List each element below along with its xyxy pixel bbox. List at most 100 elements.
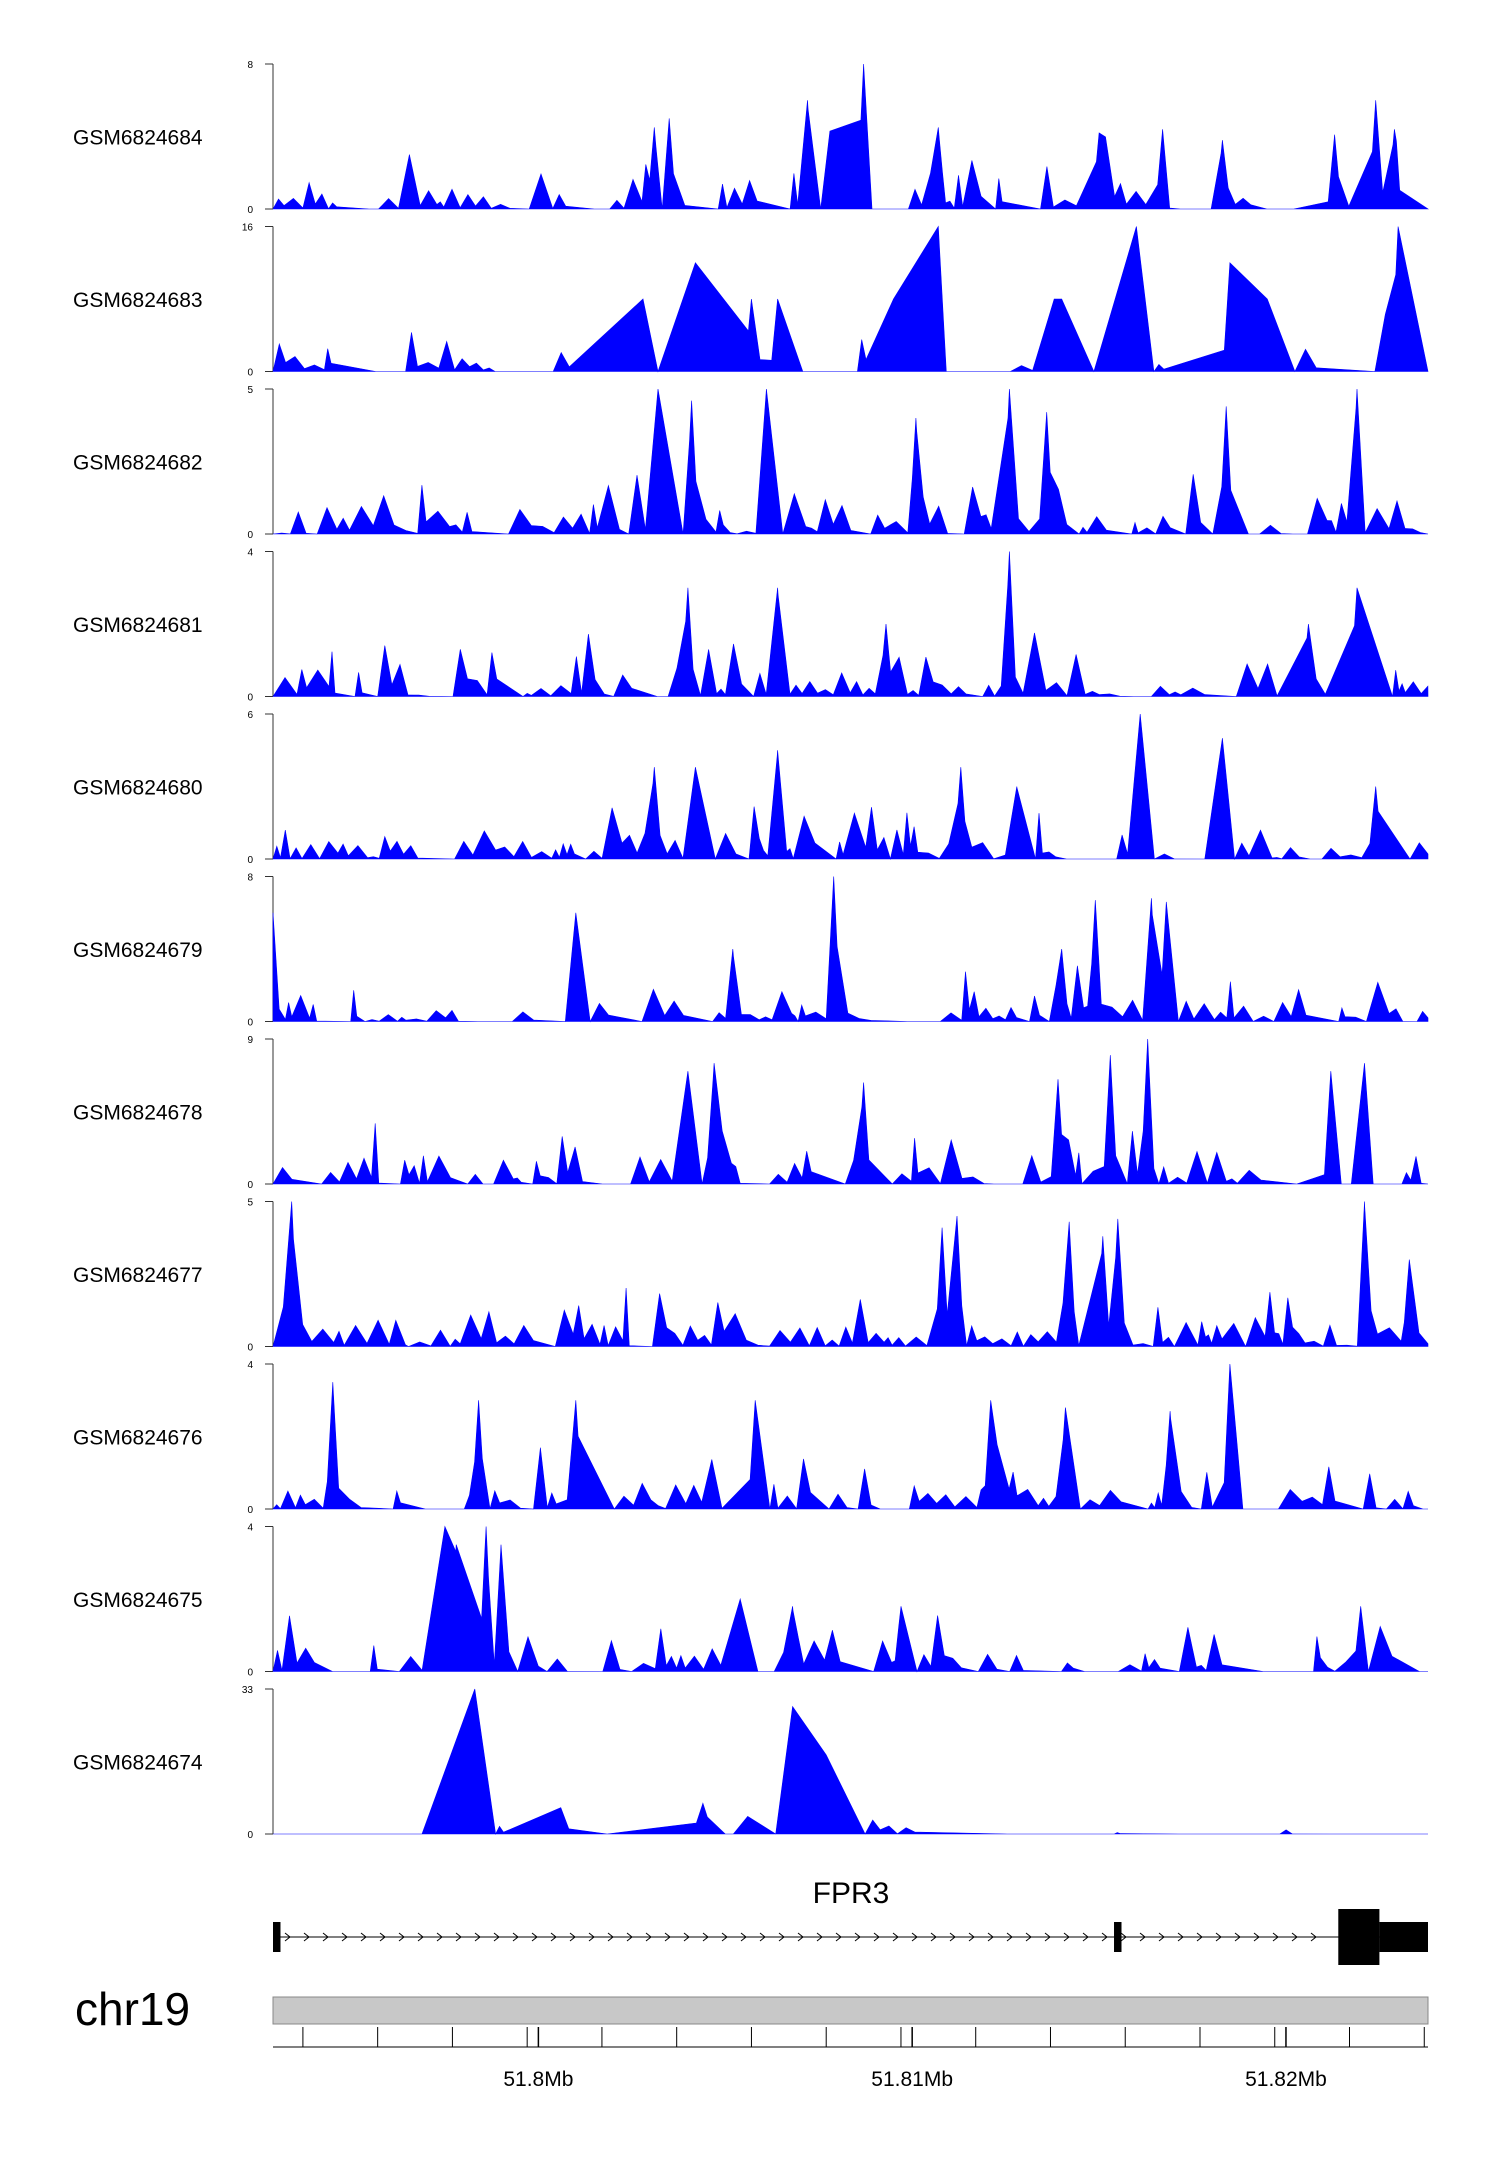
coverage-tracks: GSM682468480GSM6824683160GSM682468250GSM… — [73, 60, 1429, 1841]
strand-arrow — [1291, 1932, 1298, 1942]
strand-arrow — [1139, 1932, 1146, 1942]
strand-arrow — [797, 1932, 804, 1942]
gene-name-label: FPR3 — [813, 1877, 890, 1910]
y-axis-min-label: 0 — [247, 1180, 253, 1191]
strand-arrow — [1120, 1932, 1127, 1942]
strand-arrow — [854, 1932, 861, 1942]
strand-arrow — [626, 1932, 633, 1942]
coord-tick-label: 51.8Mb — [503, 2068, 573, 2091]
strand-arrow — [930, 1932, 937, 1942]
track-label: GSM6824683 — [73, 289, 203, 312]
track-label: GSM6824680 — [73, 777, 203, 800]
strand-arrow — [436, 1932, 443, 1942]
track-label: GSM6824682 — [73, 452, 203, 475]
gene-track: FPR3 — [273, 1877, 1428, 1965]
track-GSM6824676: GSM6824676 4 0 — [73, 1360, 1428, 1516]
strand-arrow — [1006, 1932, 1013, 1942]
strand-arrow — [1234, 1932, 1241, 1942]
strand-arrow — [322, 1932, 329, 1942]
strand-arrow — [835, 1932, 842, 1942]
strand-arrow — [968, 1932, 975, 1942]
track-label: GSM6824675 — [73, 1589, 203, 1612]
strand-arrow — [911, 1932, 918, 1942]
strand-arrow — [702, 1932, 709, 1942]
coord-tick-label: 51.82Mb — [1245, 2068, 1327, 2091]
strand-arrow — [1215, 1932, 1222, 1942]
y-axis-max-label: 4 — [247, 1360, 253, 1371]
strand-arrow — [588, 1932, 595, 1942]
coverage-area-GSM6824676 — [272, 1363, 1428, 1510]
strand-arrow — [474, 1932, 481, 1942]
coverage-area-GSM6824679 — [272, 876, 1429, 1023]
strand-arrow — [1063, 1932, 1070, 1942]
coverage-area-GSM6824674 — [273, 1688, 1428, 1835]
strand-arrow — [892, 1932, 899, 1942]
strand-arrow — [417, 1932, 424, 1942]
strand-arrow — [759, 1932, 766, 1942]
track-label: GSM6824674 — [73, 1752, 203, 1775]
track-label: GSM6824678 — [73, 1102, 203, 1125]
gene-exon-utr — [1379, 1922, 1428, 1952]
track-GSM6824681: GSM6824681 4 0 — [73, 548, 1429, 704]
track-label: GSM6824676 — [73, 1427, 203, 1450]
y-axis-min-label: 0 — [247, 1505, 253, 1516]
y-axis-max-label: 6 — [247, 710, 253, 721]
strand-arrow — [1044, 1932, 1051, 1942]
y-axis-min-label: 0 — [247, 368, 253, 379]
track-GSM6824674: GSM6824674 33 0 — [73, 1685, 1428, 1841]
strand-arrow — [512, 1932, 519, 1942]
strand-arrow — [683, 1932, 690, 1942]
coverage-area-GSM6824681 — [272, 551, 1429, 698]
coord-tick-label: 51.81Mb — [871, 2068, 953, 2091]
track-GSM6824678: GSM6824678 9 0 — [73, 1035, 1429, 1191]
track-GSM6824675: GSM6824675 4 0 — [73, 1523, 1428, 1679]
strand-arrow — [607, 1932, 614, 1942]
coverage-area-GSM6824678 — [272, 1038, 1429, 1185]
strand-arrow — [341, 1932, 348, 1942]
chromosome-label: chr19 — [75, 1983, 190, 2035]
y-axis-max-label: 8 — [247, 60, 253, 71]
coverage-area-GSM6824677 — [272, 1201, 1429, 1348]
strand-arrow — [1272, 1932, 1279, 1942]
strand-arrow — [949, 1932, 956, 1942]
strand-arrow — [360, 1932, 367, 1942]
y-axis-min-label: 0 — [247, 1830, 253, 1841]
strand-arrow — [740, 1932, 747, 1942]
track-label: GSM6824684 — [73, 127, 203, 150]
gene-model — [273, 1909, 1428, 1965]
chromosome-track: chr19 51.8Mb 51.81Mb 51.82Mb — [75, 1983, 1429, 2091]
strand-arrow — [550, 1932, 557, 1942]
y-axis-max-label: 5 — [247, 1198, 253, 1209]
strand-arrow — [1310, 1932, 1317, 1942]
track-GSM6824680: GSM6824680 6 0 — [73, 710, 1429, 866]
track-GSM6824679: GSM6824679 8 0 — [73, 873, 1429, 1029]
y-axis-max-label: 8 — [247, 873, 253, 884]
strand-arrow — [778, 1932, 785, 1942]
y-axis-min-label: 0 — [247, 693, 253, 704]
y-axis-min-label: 0 — [247, 205, 253, 216]
strand-arrow — [1025, 1932, 1032, 1942]
track-GSM6824682: GSM6824682 5 0 — [73, 385, 1429, 541]
strand-arrow — [1101, 1932, 1108, 1942]
y-axis-min-label: 0 — [247, 530, 253, 541]
gene-exon-cds — [1338, 1909, 1380, 1965]
y-axis-min-label: 0 — [247, 1018, 253, 1029]
y-axis-max-label: 16 — [242, 223, 254, 234]
strand-arrow — [284, 1932, 291, 1942]
coordinate-axis: 51.8Mb 51.81Mb 51.82Mb — [273, 2027, 1428, 2091]
strand-arrow — [379, 1932, 386, 1942]
gene-exon-utr — [273, 1922, 281, 1952]
strand-arrow — [873, 1932, 880, 1942]
coverage-area-GSM6824675 — [272, 1525, 1428, 1673]
track-GSM6824684: GSM6824684 8 0 — [73, 60, 1429, 216]
strand-arrow — [455, 1932, 462, 1942]
strand-arrow — [1253, 1932, 1260, 1942]
y-axis-min-label: 0 — [247, 1343, 253, 1354]
strand-arrow — [645, 1932, 652, 1942]
strand-arrow — [1177, 1932, 1184, 1942]
strand-arrow — [493, 1932, 500, 1942]
y-axis-max-label: 4 — [247, 548, 253, 559]
strand-arrow — [569, 1932, 576, 1942]
y-axis-max-label: 9 — [247, 1035, 253, 1046]
